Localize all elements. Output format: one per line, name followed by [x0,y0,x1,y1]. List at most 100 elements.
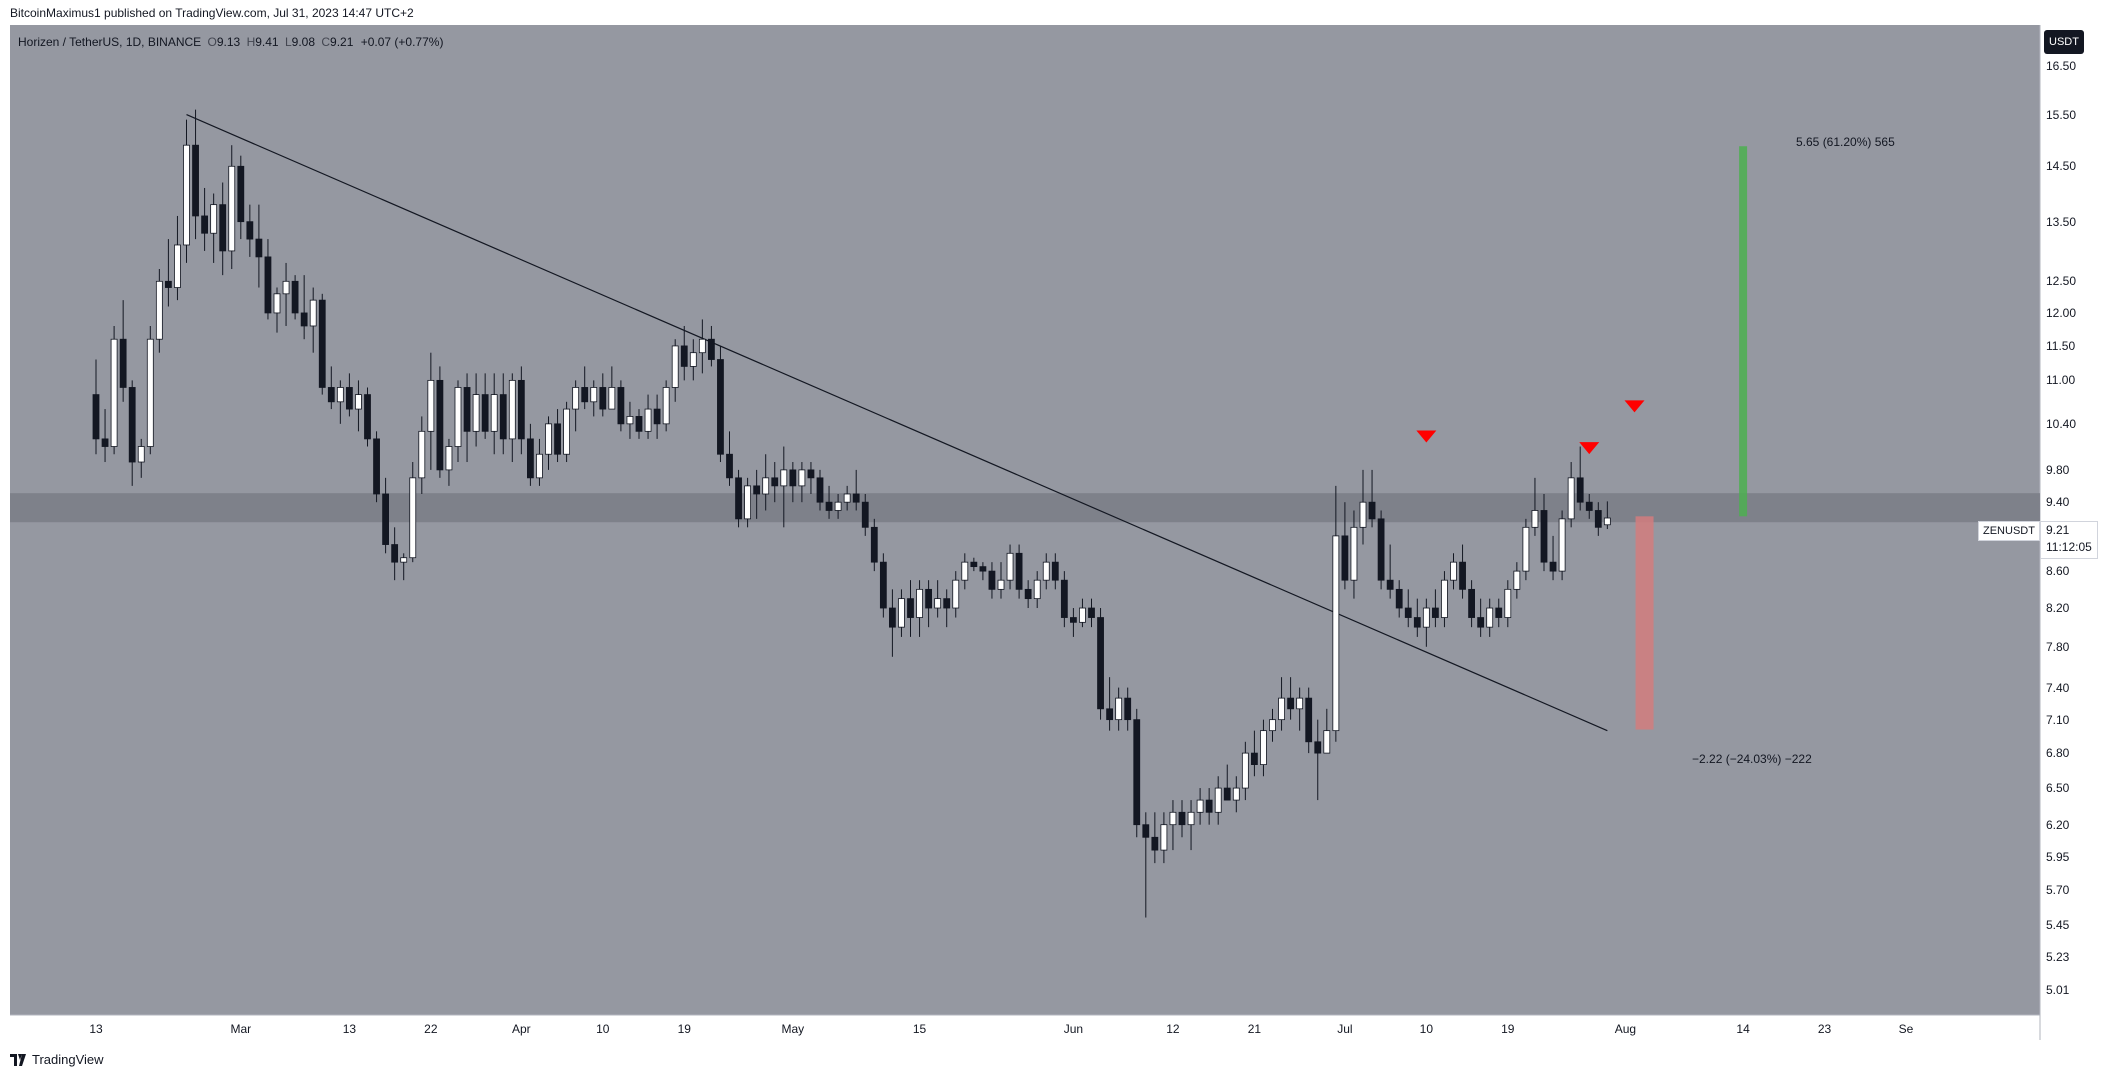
candle [753,469,761,519]
measure-down-label: −2.22 (−24.03%) −222 [1692,752,1812,766]
candle [1097,608,1104,720]
candle-body [943,598,951,609]
time-tick: May [781,1022,805,1036]
candle-body [463,387,471,432]
candle [1413,598,1421,637]
candle-body [753,485,761,495]
candle [1558,510,1566,581]
candle [517,366,525,455]
candle-body [1486,607,1494,628]
price-tick: 5.70 [2046,882,2070,897]
candle [1214,776,1222,825]
candle [563,401,570,463]
candle [744,477,751,528]
candle-body [1088,607,1095,618]
candle-body [499,394,507,440]
candle-body [373,438,380,495]
candle-body [952,579,960,609]
tradingview-brand: TradingView [10,1052,104,1067]
candle-body [472,394,480,432]
currency-button[interactable]: USDT [2044,30,2084,54]
candle [146,325,154,455]
candle-body [327,387,335,403]
candle [174,215,181,301]
candle-body [336,387,344,403]
candle [572,380,580,432]
candle-body [508,379,516,440]
change-value: +0.07 (+0.77%) [360,35,444,49]
candle [1115,687,1123,731]
candle-body [101,438,109,447]
candle [309,287,317,353]
candle [1314,719,1322,801]
candle [436,366,444,478]
price-tick: 15.50 [2046,107,2077,122]
candle [870,518,878,572]
candle-body [780,469,788,487]
candle-body [1558,518,1566,572]
price-tick: 13.50 [2046,214,2077,229]
time-tick: 10 [1419,1022,1434,1036]
candle-body [1314,741,1322,754]
candle [1006,544,1014,590]
candle [925,580,932,628]
candle [762,454,770,511]
candle [382,477,390,554]
candle [1323,708,1331,754]
candle [318,293,326,395]
candle [852,469,860,511]
time-tick: 12 [1166,1022,1180,1036]
candle-body [662,387,670,425]
ticker-label: ZENUSDT [1978,521,2040,541]
price-tick: 6.50 [2046,781,2070,796]
candle-body [635,416,643,432]
high-label: H [246,35,256,49]
candle [1350,510,1358,599]
candle-body [1070,617,1077,623]
candle-body [1576,477,1584,503]
candle [201,187,209,251]
bar-countdown: 11:12:05 [2046,540,2092,554]
candle-body [255,238,263,258]
candle [789,462,797,503]
candle-body [1350,526,1358,581]
candle [373,431,380,503]
candle-body [427,379,435,432]
candle-body [137,446,145,463]
candle-body [1450,561,1457,581]
candle [1486,598,1494,637]
price-tick: 5.23 [2046,949,2070,964]
time-tick: 14 [1736,1022,1750,1036]
candle-body [1395,588,1403,609]
candle [1567,462,1575,528]
candle [1042,553,1050,590]
candle [898,589,905,637]
candle-body [1251,752,1258,765]
candle-body [300,312,308,327]
candle-body [481,394,489,432]
candle-body [1241,752,1249,789]
candle [843,485,851,511]
low-label: L [284,35,292,49]
candle-body [1368,501,1376,520]
candle [463,373,471,463]
candle [1386,544,1394,599]
time-tick: 13 [89,1022,103,1036]
candle-body [1196,799,1204,813]
price-tick: 5.95 [2046,849,2070,864]
price-tick: 12.00 [2046,305,2077,320]
candle [1585,493,1593,519]
candle-body [1142,824,1150,838]
candle [1251,730,1258,777]
price-tick: 11.50 [2046,338,2076,353]
candle [988,562,996,599]
candle-body [961,561,969,581]
candle [255,204,263,288]
measure-up-label: 5.65 (61.20%) 565 [1796,135,1895,149]
candle [472,373,480,447]
candle [708,325,715,367]
candle [391,527,399,581]
candle-body [146,338,154,447]
candle-body [355,394,362,410]
